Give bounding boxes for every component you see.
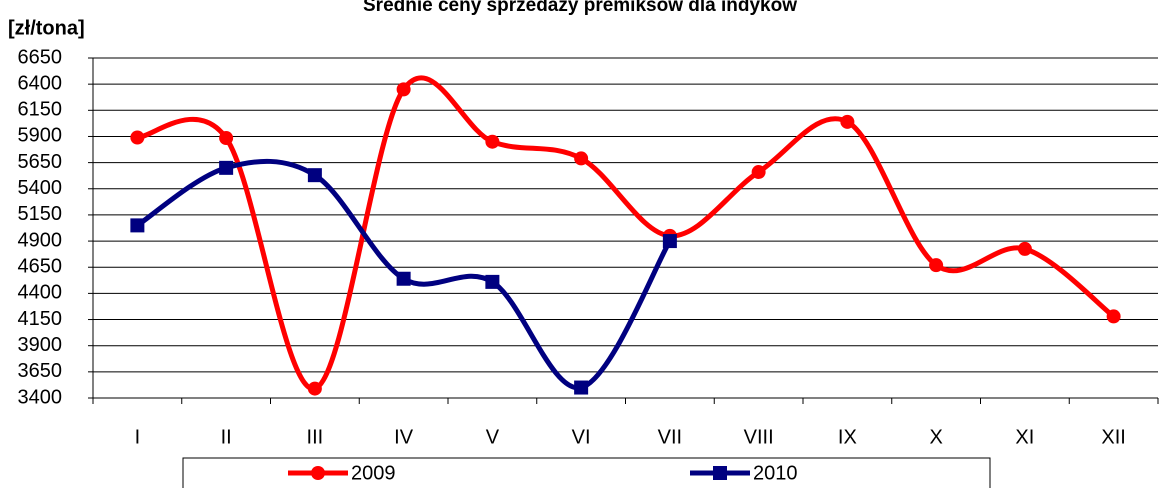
- point: [219, 160, 234, 175]
- x-tick-label: III: [307, 426, 324, 448]
- y-tick-label: 4400: [18, 282, 63, 304]
- point: [485, 134, 500, 149]
- legend-marker: [713, 466, 727, 480]
- x-tick-label: VII: [658, 426, 682, 448]
- point: [662, 234, 677, 249]
- y-tick-label: 3900: [18, 334, 63, 356]
- y-tick-label: 5900: [18, 125, 63, 147]
- y-tick-label: 3650: [18, 360, 63, 382]
- x-tick-label: IV: [394, 426, 414, 448]
- legend-label: 2009: [351, 462, 396, 484]
- point: [751, 165, 766, 180]
- x-tick-label: XI: [1015, 426, 1034, 448]
- series-line: [136, 75, 1116, 392]
- y-tick-label: 4150: [18, 308, 63, 330]
- y-tick-label: 4650: [18, 256, 63, 278]
- point: [396, 82, 411, 97]
- point: [1106, 309, 1121, 324]
- y-tick-label: 3400: [18, 386, 63, 408]
- x-tick-label: V: [486, 426, 500, 448]
- x-tick-label: XII: [1101, 426, 1125, 448]
- y-tick-label: 5650: [18, 151, 63, 173]
- chart-title: Średnie ceny sprzedaży premiksów dla ind…: [363, 0, 797, 16]
- series: [130, 158, 677, 395]
- x-tick-label: VI: [572, 426, 591, 448]
- point: [485, 274, 500, 289]
- y-tick-label: 5150: [18, 203, 63, 225]
- x-tick-label: X: [929, 426, 942, 448]
- series: [130, 75, 1121, 396]
- y-tick-label: 5400: [18, 177, 63, 199]
- y-tick-label: 6650: [18, 46, 63, 68]
- point: [929, 258, 944, 273]
- point: [130, 130, 145, 145]
- point: [574, 151, 589, 166]
- y-tick-label: 6150: [18, 99, 63, 121]
- point: [396, 271, 411, 286]
- x-tick-label: I: [135, 426, 141, 448]
- legend-marker: [311, 466, 325, 480]
- y-axis-label: [zł/tona]: [8, 17, 85, 39]
- point: [219, 131, 234, 146]
- y-tick-label: 4900: [18, 229, 63, 251]
- x-tick-label: IX: [838, 426, 857, 448]
- point: [574, 380, 589, 395]
- point: [307, 381, 322, 396]
- point: [840, 114, 855, 129]
- x-tick-label: II: [221, 426, 232, 448]
- point: [1017, 241, 1032, 256]
- point: [130, 218, 145, 233]
- x-tick-label: VIII: [744, 426, 774, 448]
- y-tick-label: 6400: [18, 72, 63, 94]
- point: [307, 168, 322, 183]
- legend-label: 2010: [753, 462, 798, 484]
